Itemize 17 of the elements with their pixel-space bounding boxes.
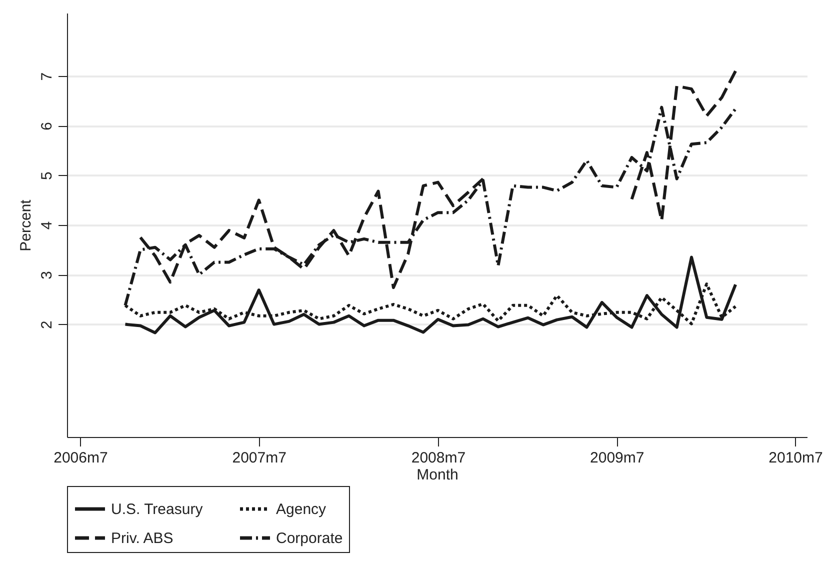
legend-label: Priv. ABS — [111, 530, 174, 547]
legend-label: Corporate — [276, 530, 343, 547]
legend-label: U.S. Treasury — [111, 501, 204, 518]
x-tick-label: 2007m7 — [232, 450, 286, 466]
y-tick-label: 5 — [38, 172, 56, 180]
y-axis-title: Percent — [18, 198, 34, 252]
legend-label: Agency — [276, 501, 327, 518]
x-tick-label: 2008m7 — [411, 450, 466, 466]
y-tick-label: 4 — [38, 221, 56, 230]
x-tick-label: 2010m7 — [768, 450, 823, 466]
x-axis-title: Month — [416, 466, 458, 484]
x-tick-label: 2006m7 — [54, 450, 108, 466]
y-tick-label: 2 — [38, 320, 56, 329]
y-tick-label: 3 — [38, 270, 56, 280]
y-tick-label: 7 — [38, 72, 56, 81]
y-tick-label: 6 — [38, 122, 56, 130]
x-tick-label: 2009m7 — [590, 450, 644, 466]
